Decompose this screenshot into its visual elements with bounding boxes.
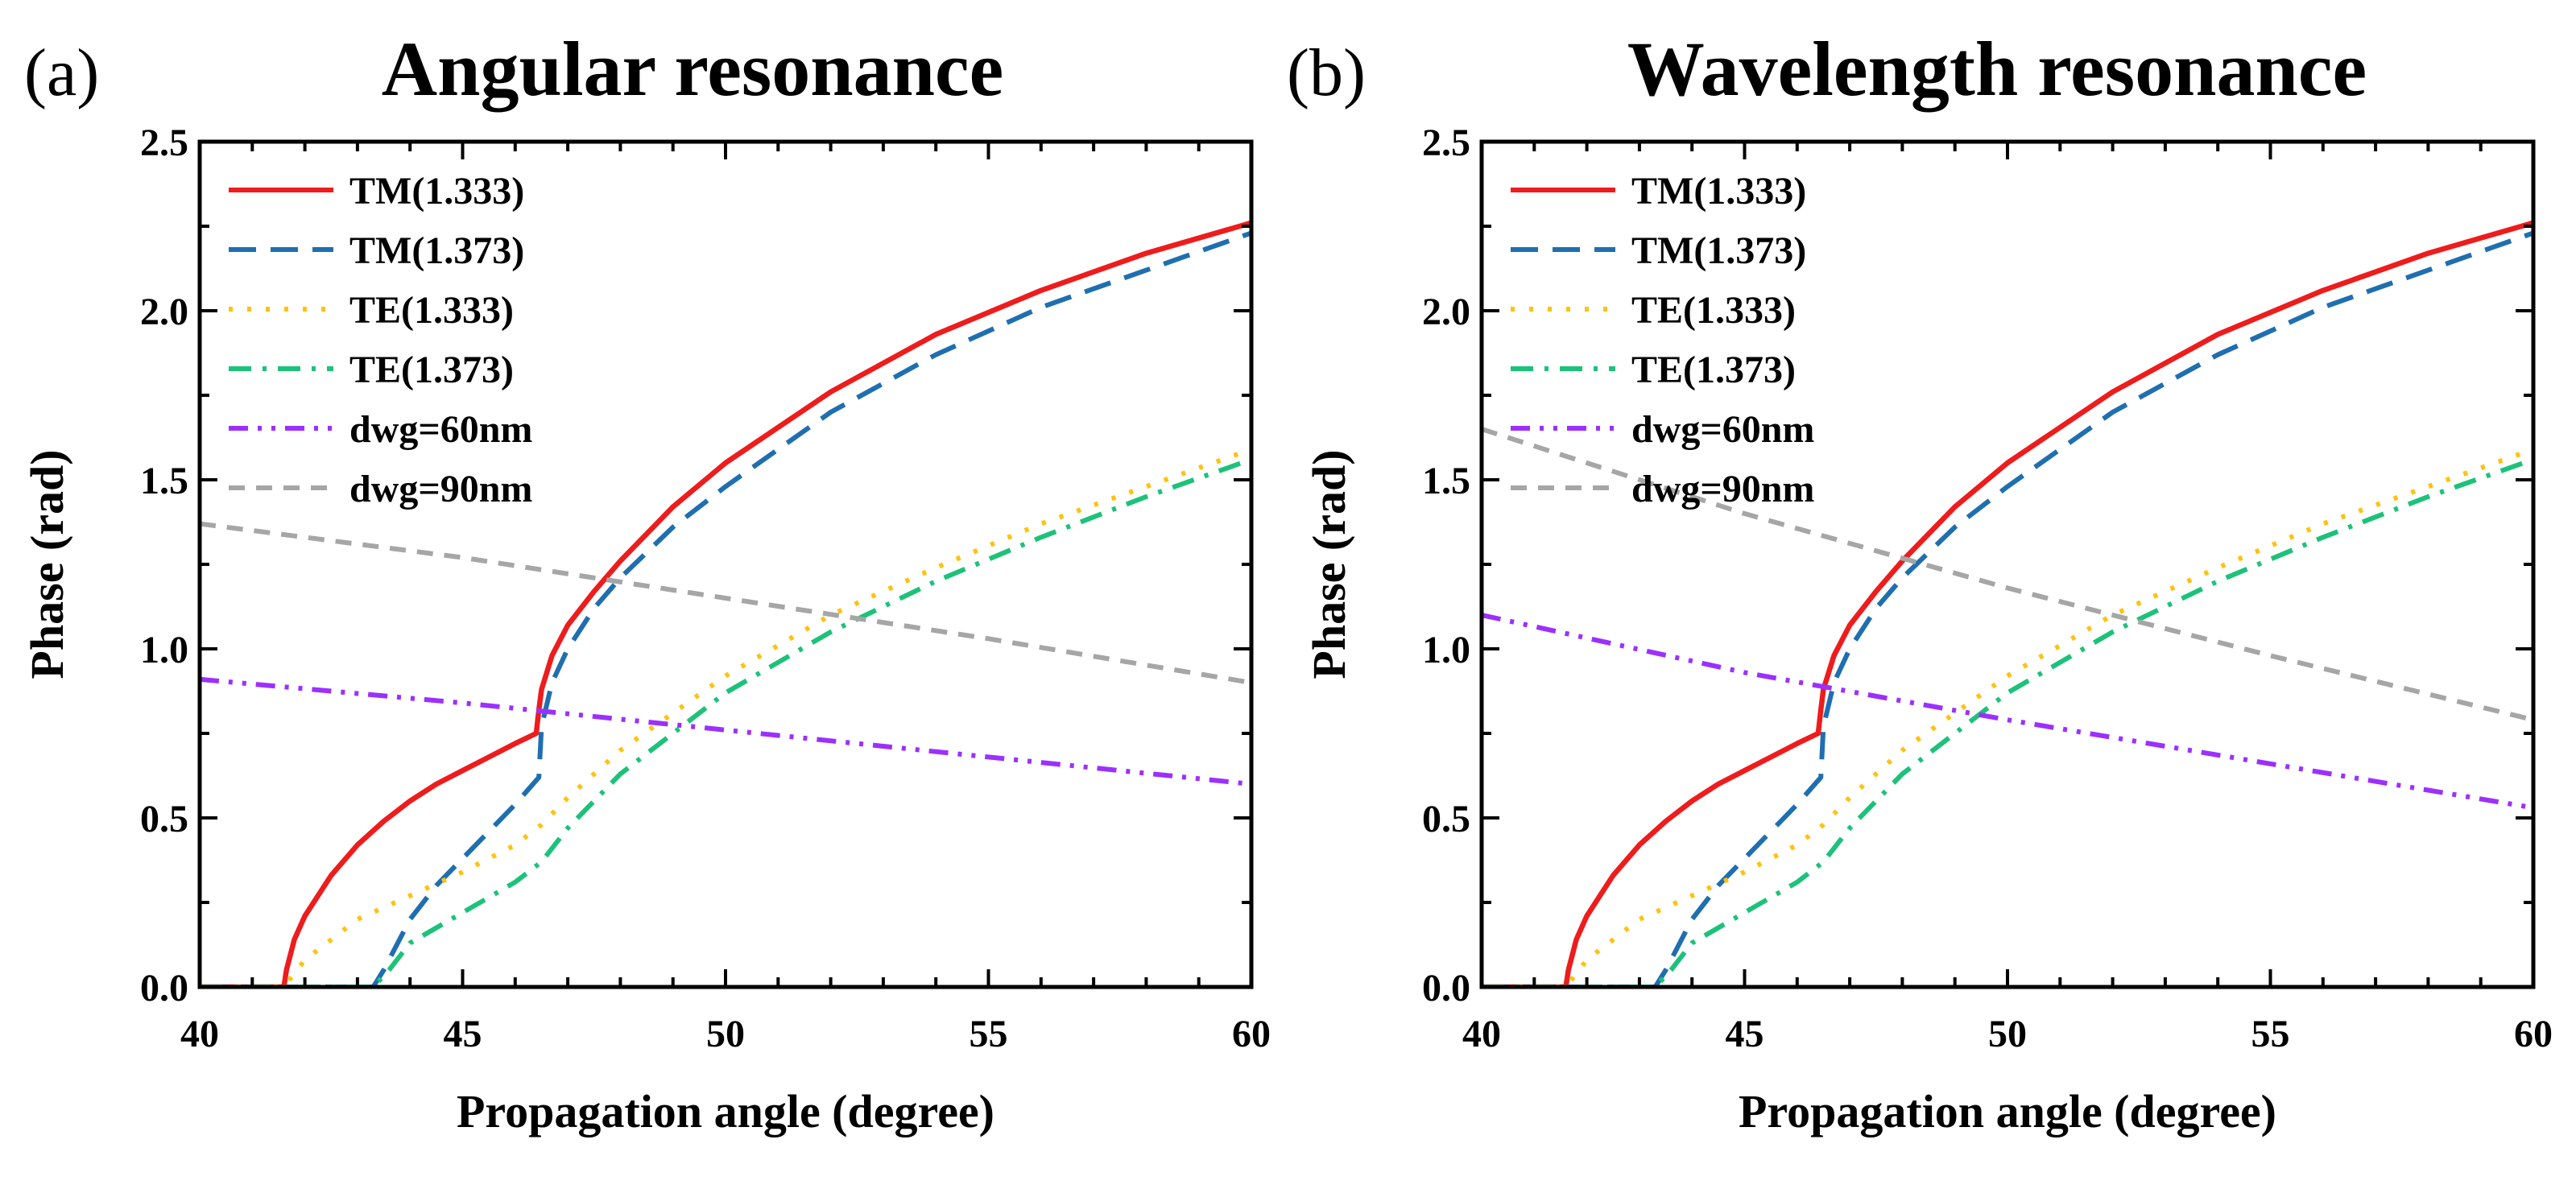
legend-item: TE(1.333) — [1511, 289, 1796, 332]
legend-item: dwg=60nm — [1511, 408, 1814, 451]
legend: TM(1.333) TM(1.373) TE(1.333) TE(1.373) dwg=… — [229, 170, 532, 510]
legend-label: TM(1.333) — [349, 170, 524, 213]
legend-item: dwg=90nm — [229, 468, 532, 510]
legend-item: dwg=60nm — [229, 408, 532, 451]
x-tick-label: 50 — [706, 1013, 745, 1055]
series-line-TE(1.373) — [200, 456, 1251, 987]
x-tick-label: 40 — [180, 1013, 219, 1055]
y-tick-label: 2.0 — [140, 291, 188, 333]
legend: TM(1.333) TM(1.373) TE(1.333) TE(1.373) dwg=… — [1511, 170, 1814, 510]
legend-label: TM(1.373) — [349, 229, 524, 272]
legend-item: TM(1.333) — [229, 170, 524, 213]
series-line-TM(1.333) — [1482, 220, 2533, 987]
legend-item: TE(1.373) — [229, 349, 514, 391]
y-tick-label: 0.5 — [140, 798, 188, 840]
chart-title: Angular resonance — [382, 26, 1004, 112]
legend-item: TE(1.333) — [229, 289, 514, 332]
y-tick-label: 0.5 — [1422, 798, 1470, 840]
y-tick-label: 2.0 — [1422, 291, 1470, 333]
series-line-TE(1.333) — [1482, 447, 2533, 987]
x-axis-label: Propagation angle (degree) — [1739, 1085, 2276, 1138]
x-tick-label: 55 — [970, 1013, 1008, 1055]
chart-title: Wavelength resonance — [1627, 26, 2367, 112]
legend-label: dwg=90nm — [349, 468, 532, 510]
legend-item: TM(1.373) — [229, 229, 524, 272]
y-tick-label: 0.0 — [140, 967, 188, 1010]
series-line-dwg=90nm — [200, 521, 1251, 685]
legend-label: dwg=60nm — [1631, 408, 1814, 451]
x-tick-label: 45 — [444, 1013, 482, 1055]
series-line-TM(1.373) — [1482, 230, 2533, 987]
legend-label: TE(1.373) — [1631, 349, 1796, 391]
y-tick-label: 2.5 — [1422, 122, 1470, 164]
plot-area — [1482, 220, 2533, 987]
y-tick-label: 1.5 — [1422, 460, 1470, 502]
y-tick-label: 0.0 — [1422, 967, 1470, 1010]
y-axis-label: Phase (rad) — [1303, 449, 1355, 679]
legend-label: dwg=90nm — [1631, 468, 1814, 510]
y-tick-label: 1.0 — [1422, 629, 1470, 671]
legend-item: dwg=90nm — [1511, 468, 1814, 510]
plot-area — [200, 220, 1251, 987]
legend-label: TE(1.333) — [1631, 289, 1796, 332]
legend-label: TE(1.373) — [349, 349, 514, 391]
panel-label: (b) — [1287, 35, 1366, 110]
y-tick-label: 1.0 — [140, 629, 188, 671]
series-line-TM(1.333) — [200, 220, 1251, 987]
x-tick-label: 45 — [1726, 1013, 1764, 1055]
legend-item: TM(1.373) — [1511, 229, 1806, 272]
series-line-dwg=60nm — [200, 676, 1251, 787]
y-tick-label: 1.5 — [140, 460, 188, 502]
x-tick-label: 50 — [1988, 1013, 2027, 1055]
series-line-TE(1.333) — [200, 447, 1251, 987]
x-axis-label: Propagation angle (degree) — [457, 1085, 994, 1138]
legend-label: dwg=60nm — [349, 408, 532, 451]
x-tick-label: 60 — [2514, 1013, 2553, 1055]
legend-label: TM(1.373) — [1631, 229, 1806, 272]
x-tick-label: 55 — [2251, 1013, 2290, 1055]
series-line-dwg=60nm — [1482, 613, 2533, 811]
legend-item: TE(1.373) — [1511, 349, 1796, 391]
legend-item: TM(1.333) — [1511, 170, 1806, 213]
series-line-TM(1.373) — [200, 230, 1251, 987]
y-tick-label: 2.5 — [140, 122, 188, 164]
x-tick-label: 60 — [1232, 1013, 1271, 1055]
chart-panel-b: (b) Wavelength resonance 40 45 50 55 60 0.0 0.5 1… — [1287, 26, 2553, 1138]
x-tick-label: 40 — [1462, 1013, 1501, 1055]
legend-label: TE(1.333) — [349, 289, 514, 332]
series-line-dwg=90nm — [1482, 427, 2533, 723]
chart-panel-a: (a) Angular resonance 40 45 50 55 60 0.0 0.5 1.0 1… — [21, 26, 1271, 1138]
y-axis-label: Phase (rad) — [21, 449, 73, 679]
series-line-TE(1.373) — [1482, 456, 2533, 987]
panel-label: (a) — [24, 35, 99, 110]
legend-label: TM(1.333) — [1631, 170, 1806, 213]
